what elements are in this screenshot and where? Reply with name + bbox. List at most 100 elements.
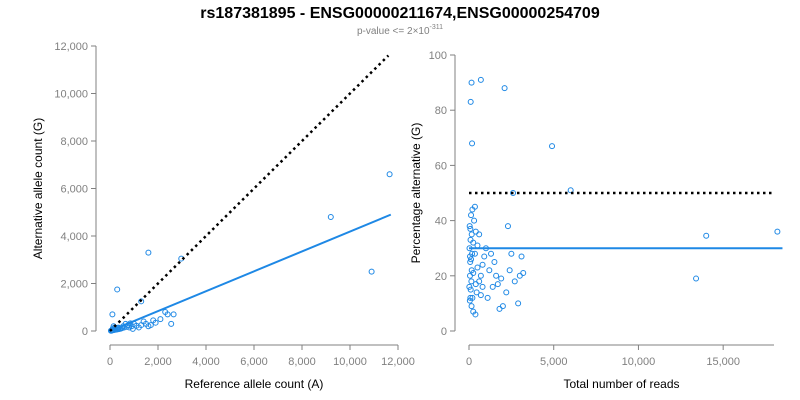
p1-data-point [467, 225, 474, 232]
p1-data-point [520, 270, 527, 277]
p1-data-point [484, 294, 491, 301]
p0-x-tick-label: 12,000 [381, 356, 415, 368]
p0-reference-line [109, 54, 390, 332]
p1-data-point [503, 289, 510, 296]
p1-data-point [468, 212, 475, 219]
p1-data-point [703, 232, 710, 239]
p1-data-point [467, 259, 474, 265]
p1-data-point [471, 217, 478, 224]
p0-data-point [145, 249, 152, 256]
p1-data-point [508, 250, 515, 257]
p1-data-point [476, 278, 483, 285]
p1-data-point [498, 275, 505, 282]
p0-x-tick-label: 6,000 [240, 356, 268, 368]
p0-y-axis-label: Alternative allele count (G) [31, 118, 45, 259]
p0-y-tick-label: 8,000 [60, 136, 88, 148]
p1-data-point [774, 228, 781, 235]
p1-data-point [516, 272, 523, 279]
p1-data-point [468, 303, 475, 310]
p0-x-tick-label: 0 [107, 356, 113, 368]
p1-data-point [511, 278, 518, 285]
p1-data-point [467, 294, 474, 301]
p0-data-point [386, 171, 393, 178]
subtitle-text: p-value <= 2×10 [357, 26, 430, 37]
p0-y-tick-label: 10,000 [54, 89, 88, 101]
chart-title: rs187381895 - ENSG00000211674,ENSG000002… [200, 5, 600, 22]
p1-data-point [567, 187, 574, 194]
p0-data-point [140, 318, 147, 325]
chart-subtitle: p-value <= 2×10-311 [357, 24, 443, 37]
p1-y-tick-label: 0 [441, 326, 447, 338]
p1-data-point [549, 143, 556, 150]
p1-x-tick-label: 10,000 [622, 356, 656, 368]
p1-data-point [479, 283, 486, 290]
p0-x-tick-label: 2,000 [144, 356, 172, 368]
p0-x-axis-label: Reference allele count (A) [185, 377, 324, 391]
p1-data-point [491, 259, 498, 265]
p1-y-tick-label: 40 [435, 216, 447, 228]
right-panel: 0 20 40 60 80 100 0 5,000 10,000 15,000 Total numb… [409, 50, 783, 391]
p1-x-tick-label: 0 [466, 356, 472, 368]
p1-data-point [466, 283, 473, 290]
p0-y-tick-label: 6,000 [60, 184, 88, 196]
p1-data-point [494, 281, 501, 288]
p1-data-point [469, 206, 476, 213]
p1-y-tick-label: 20 [435, 271, 447, 283]
p1-data-point [469, 140, 476, 147]
p0-data-point [327, 214, 334, 220]
p0-data-point [168, 320, 175, 327]
p1-data-point [489, 283, 496, 290]
p1-data-point [476, 231, 483, 238]
p1-data-point [468, 278, 475, 285]
p1-y-tick-label: 60 [435, 160, 447, 172]
subtitle-superscript: -311 [430, 24, 444, 31]
p0-data-point [145, 323, 152, 330]
p1-data-point [479, 261, 486, 268]
p1-data-point [468, 256, 475, 263]
left-panel: 0 2,000 4,000 6,000 8,000 10,000 12,000 0 2,000 4… [31, 41, 415, 391]
p0-data-point [129, 325, 136, 332]
p1-data-point [506, 267, 513, 274]
p1-data-point [510, 190, 517, 196]
p1-y-tick-label: 100 [429, 50, 447, 62]
p0-x-tick-label: 10,000 [333, 356, 367, 368]
p1-data-point [496, 305, 503, 312]
p1-x-tick-label: 15,000 [706, 356, 740, 368]
p1-y-axis-label: Percentage alternative (G) [409, 123, 423, 264]
p1-data-point [481, 253, 488, 260]
p0-data-point [368, 268, 375, 275]
p1-data-point [493, 272, 500, 279]
p0-data-point [114, 286, 121, 293]
p0-y-tick-label: 2,000 [60, 279, 88, 291]
p1-data-point [468, 231, 475, 238]
p0-x-tick-label: 4,000 [192, 356, 220, 368]
p1-data-point [467, 253, 474, 260]
p1-y-tick-label: 80 [435, 105, 447, 117]
p0-fit-line [109, 213, 392, 332]
p1-data-point [477, 292, 484, 299]
p0-x-tick-label: 8,000 [288, 356, 316, 368]
p1-x-tick-label: 5,000 [540, 356, 568, 368]
p1-data-point [471, 250, 478, 257]
p1-x-axis-label: Total number of reads [563, 377, 679, 391]
p1-data-point [693, 275, 700, 282]
p1-data-point [499, 303, 506, 310]
p1-data-point [488, 250, 495, 257]
p1-data-point [473, 289, 480, 296]
p0-data-point [164, 311, 171, 318]
p0-y-tick-label: 0 [82, 326, 88, 338]
p1-data-point [477, 76, 484, 83]
p0-data-point [152, 319, 159, 326]
p1-data-point [501, 85, 508, 92]
p0-data-point [138, 298, 145, 305]
p1-data-point [515, 300, 522, 307]
p1-data-point [467, 236, 474, 243]
p1-data-point [474, 264, 481, 271]
p1-data-point [469, 294, 476, 301]
p1-data-point [486, 267, 493, 274]
p1-data-point [470, 270, 477, 277]
p1-data-point [477, 272, 484, 279]
p1-data-point [472, 281, 479, 288]
p1-data-point [467, 98, 474, 105]
